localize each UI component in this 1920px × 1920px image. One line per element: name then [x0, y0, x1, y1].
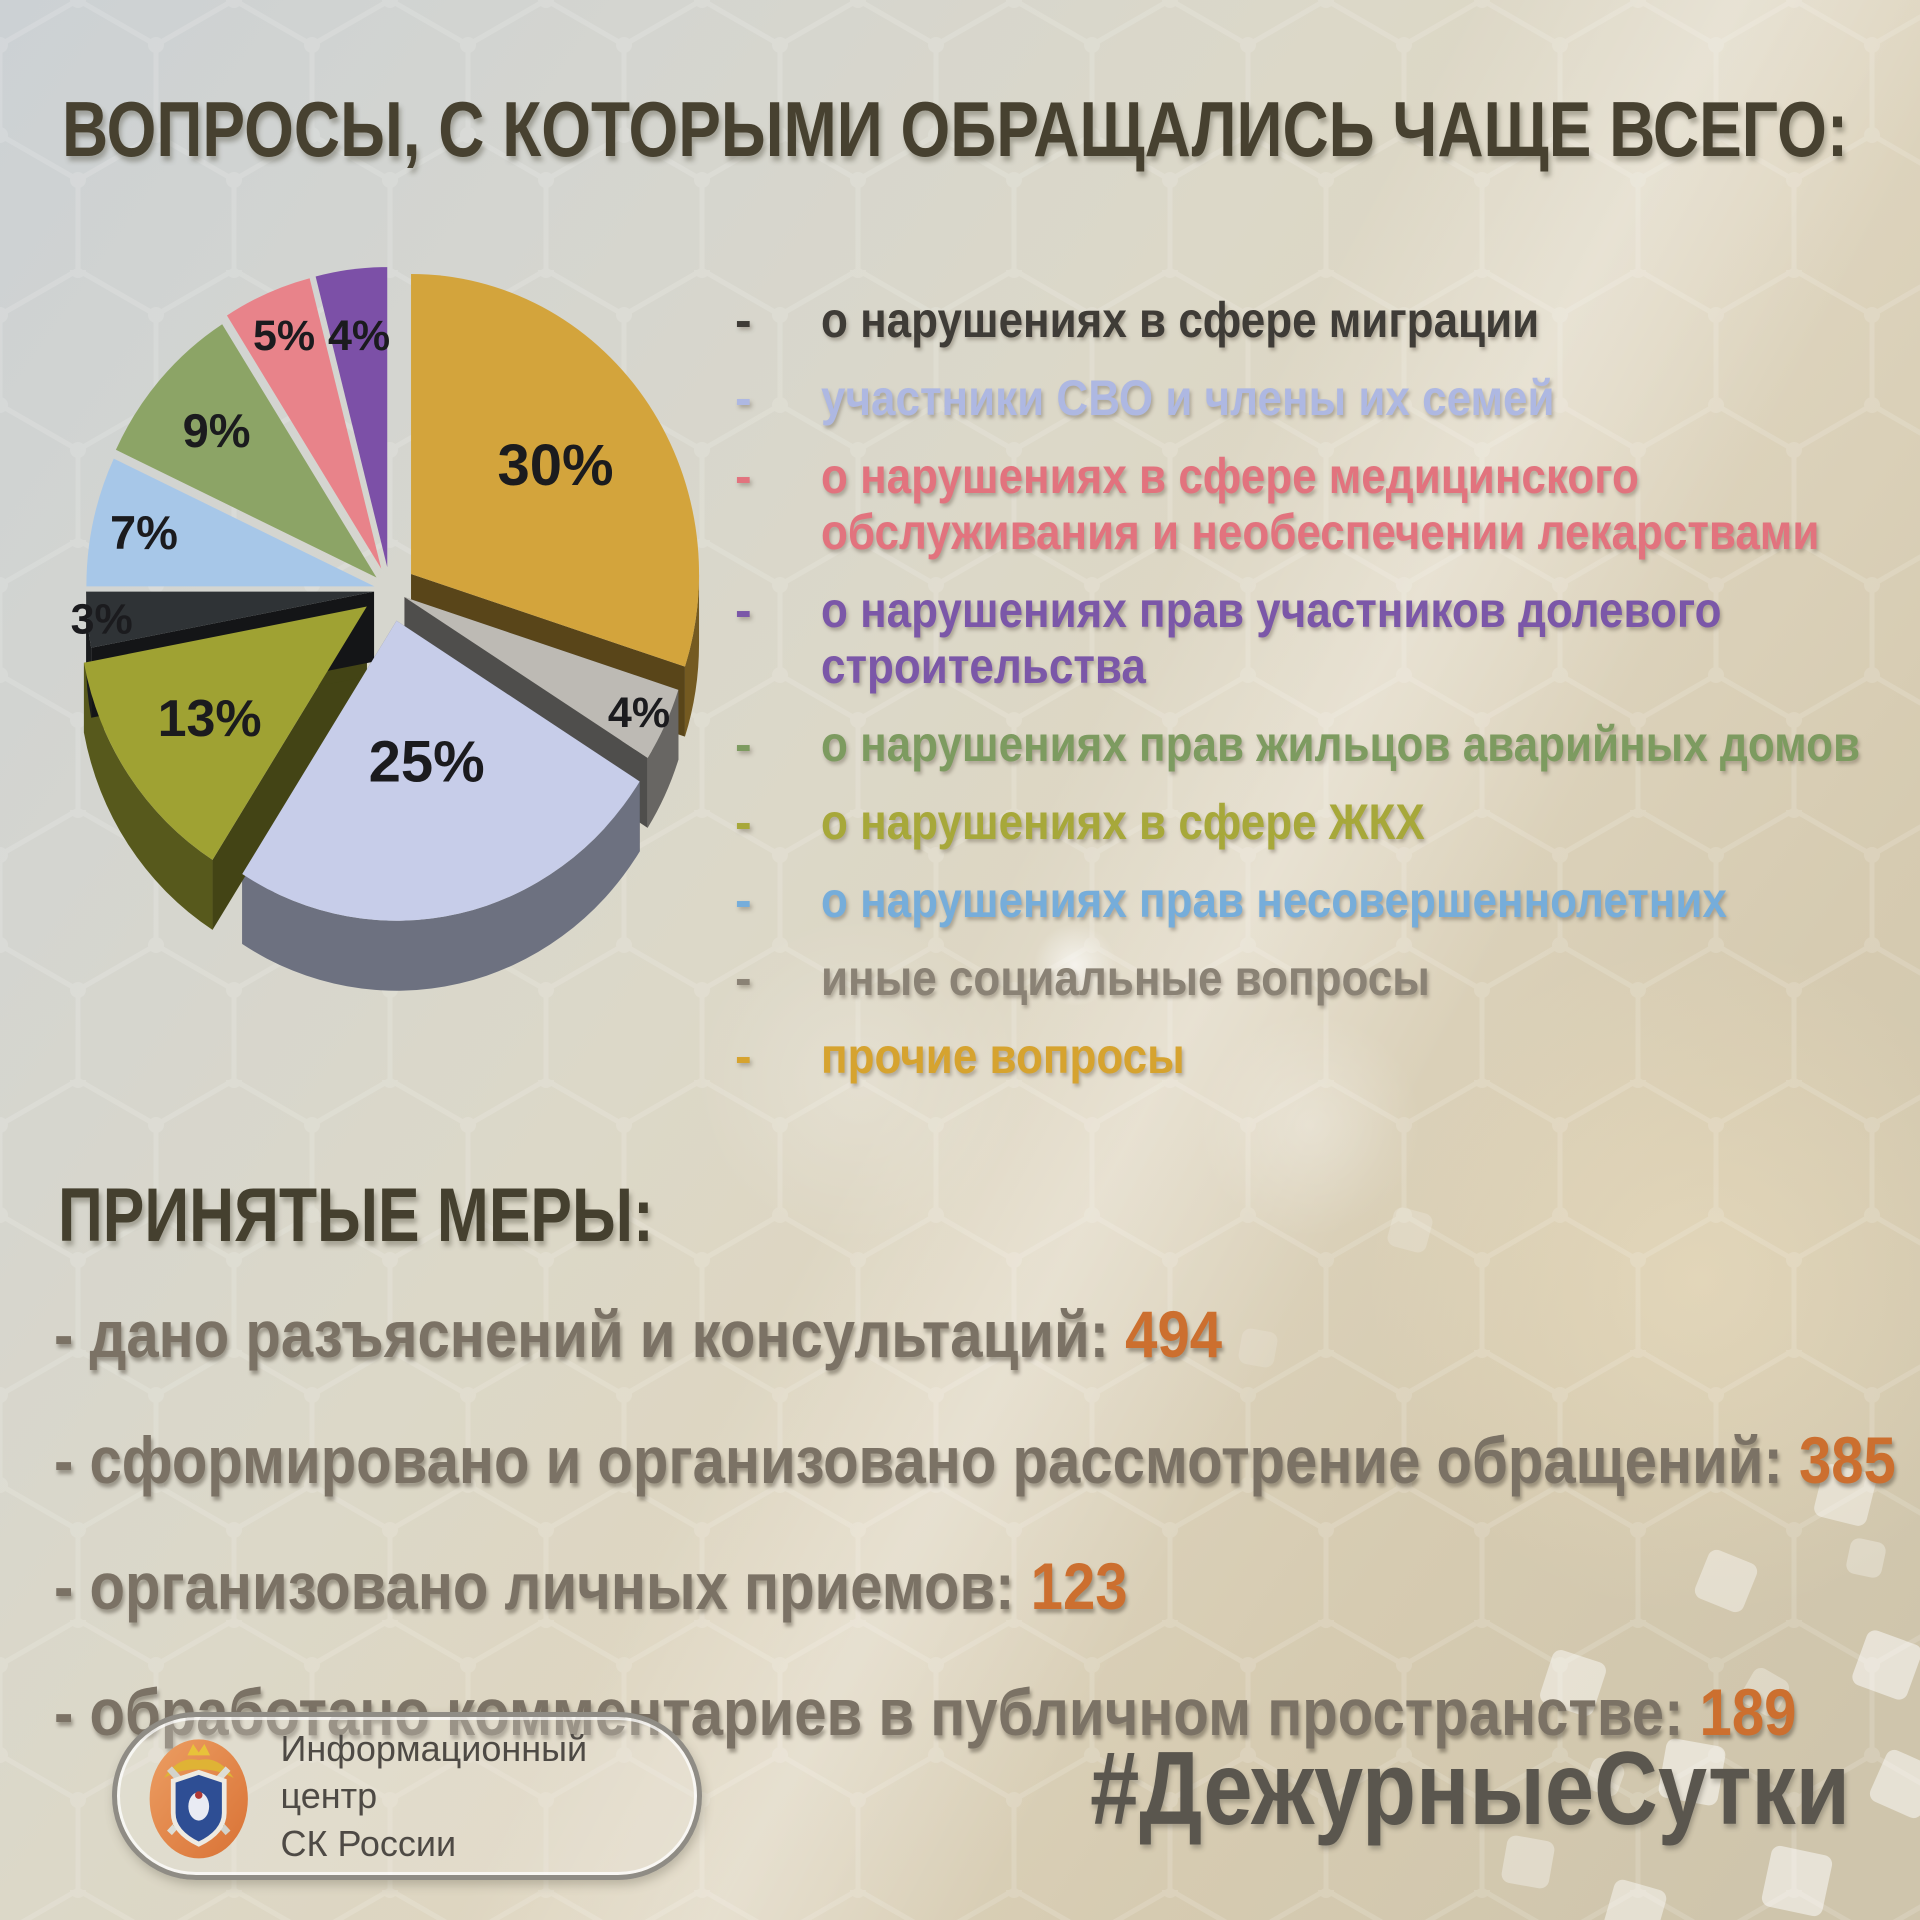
- measure-line: - организовано личных приемов: 123: [54, 1548, 1914, 1624]
- logo-text-line2: СК России: [280, 1822, 457, 1864]
- legend-dash: -: [735, 1028, 752, 1084]
- measure-line: - сформировано и организовано рассмотрен…: [54, 1422, 1914, 1498]
- legend-item: - прочие вопросы: [735, 1028, 1905, 1084]
- pie-slice-side: [212, 606, 367, 930]
- legend-dash: -: [735, 872, 752, 928]
- pie-slice: [315, 267, 388, 568]
- pie-slice: [226, 278, 382, 569]
- pie-slice-rim: [83, 662, 213, 930]
- confetti-square: [1385, 1205, 1435, 1255]
- pie-percent-label: 4%: [328, 312, 390, 360]
- logo-text-line1: Информационный центр: [280, 1727, 588, 1817]
- legend-dash: -: [735, 582, 752, 638]
- pie-slice: [404, 597, 679, 758]
- measure-line: - обработано комментариев в публичном пр…: [54, 1674, 1914, 1750]
- pie-chart: 30% 4% 25% 13% 3% 7% 9% 5% 4%: [40, 235, 740, 1085]
- measure-label: - сформировано и организовано рассмотрен…: [54, 1423, 1799, 1497]
- legend-dash: -: [735, 448, 752, 504]
- measure-value: 123: [1030, 1549, 1128, 1623]
- legend: - о нарушениях в сфере миграции - участники…: [735, 292, 1905, 1106]
- legend-item: - о нарушениях в сфере ЖКХ: [735, 794, 1905, 850]
- logo-text: Информационный центр СК России: [280, 1725, 671, 1868]
- legend-item-label: иные социальные вопросы: [821, 950, 1430, 1006]
- legend-item: - о нарушениях прав несовершеннолетних: [735, 872, 1905, 928]
- pie-slice-rim: [684, 573, 700, 737]
- legend-dash: -: [735, 716, 752, 772]
- legend-item: - иные социальные вопросы: [735, 950, 1905, 1006]
- pie-percent-label: 30%: [497, 433, 613, 498]
- logo-badge: Информационный центр СК России: [112, 1712, 702, 1880]
- hashtag-text: #ДежурныеСутки: [1090, 1731, 1850, 1847]
- legend-item: - о нарушениях в сфере медицинского обслуж…: [735, 448, 1905, 560]
- measure-value: 385: [1798, 1423, 1896, 1497]
- pie-percent-label: 13%: [158, 690, 262, 748]
- legend-item: - о нарушениях прав жильцов аварийных дом…: [735, 716, 1905, 772]
- legend-item-label: о нарушениях в сфере медицинского обслужи…: [821, 448, 1820, 560]
- pie-slice: [83, 606, 367, 860]
- page-title-text: ВОПРОСЫ, С КОТОРЫМИ ОБРАЩАЛИСЬ ЧАЩЕ ВСЕГ…: [62, 85, 1849, 173]
- hashtag: #ДежурныеСутки: [956, 1730, 1850, 1849]
- legend-item-label: о нарушениях в сфере миграции: [821, 292, 1540, 348]
- legend-item-label: о нарушениях в сфере ЖКХ: [821, 794, 1425, 850]
- page-title: ВОПРОСЫ, С КОТОРЫМИ ОБРАЩАЛИСЬ ЧАЩЕ ВСЕГ…: [62, 84, 1920, 175]
- legend-item: - о нарушениях прав участников долевого ст…: [735, 582, 1905, 694]
- measure-label: - организовано личных приемов:: [54, 1549, 1031, 1623]
- measures-heading-text: ПРИНЯТЫЕ МЕРЫ:: [58, 1173, 654, 1258]
- pie-percent-label: 9%: [183, 404, 251, 457]
- measure-label: - дано разъяснений и консультаций:: [54, 1297, 1126, 1371]
- pie-slice-rim: [242, 781, 640, 991]
- legend-dash: -: [735, 794, 752, 850]
- legend-item-label: прочие вопросы: [821, 1028, 1185, 1084]
- measures-heading: ПРИНЯТЫЕ МЕРЫ:: [58, 1172, 785, 1259]
- pie-percent-label: 7%: [110, 506, 178, 559]
- legend-item-label: о нарушениях прав участников долевого стр…: [821, 582, 1722, 694]
- pie-slice: [242, 620, 640, 921]
- measure-value: 189: [1699, 1675, 1797, 1749]
- sk-russia-emblem-icon: [149, 1739, 248, 1859]
- pie-slice: [115, 324, 377, 578]
- pie-percent-label: 5%: [253, 312, 315, 360]
- pie-percent-label: 4%: [608, 689, 670, 737]
- confetti-square: [1601, 1877, 1669, 1920]
- confetti-square: [1760, 1844, 1834, 1918]
- measures-list: - дано разъяснений и консультаций: 494- …: [54, 1296, 1914, 1800]
- legend-dash: -: [735, 292, 752, 348]
- legend-dash: -: [735, 370, 752, 426]
- pie-chart-svg: 30% 4% 25% 13% 3% 7%9%5% 4%: [71, 267, 700, 991]
- pie-slice: [411, 273, 700, 667]
- legend-item: - участники СВО и члены их семей: [735, 370, 1905, 426]
- measure-value: 494: [1125, 1297, 1223, 1371]
- legend-item-label: о нарушениях прав несовершеннолетних: [821, 872, 1727, 928]
- pie-slice: [86, 458, 375, 587]
- legend-item-label: о нарушениях прав жильцов аварийных домо…: [821, 716, 1861, 772]
- legend-dash: -: [735, 950, 752, 1006]
- pie-percent-label: 25%: [369, 730, 485, 795]
- legend-item-label: участники СВО и члены их семей: [821, 370, 1555, 426]
- legend-item: - о нарушениях в сфере миграции: [735, 292, 1905, 348]
- pie-slice: [86, 591, 375, 648]
- pie-slice-rim: [647, 689, 679, 828]
- pie-percent-label: 3%: [71, 595, 133, 643]
- measure-line: - дано разъяснений и консультаций: 494: [54, 1296, 1914, 1372]
